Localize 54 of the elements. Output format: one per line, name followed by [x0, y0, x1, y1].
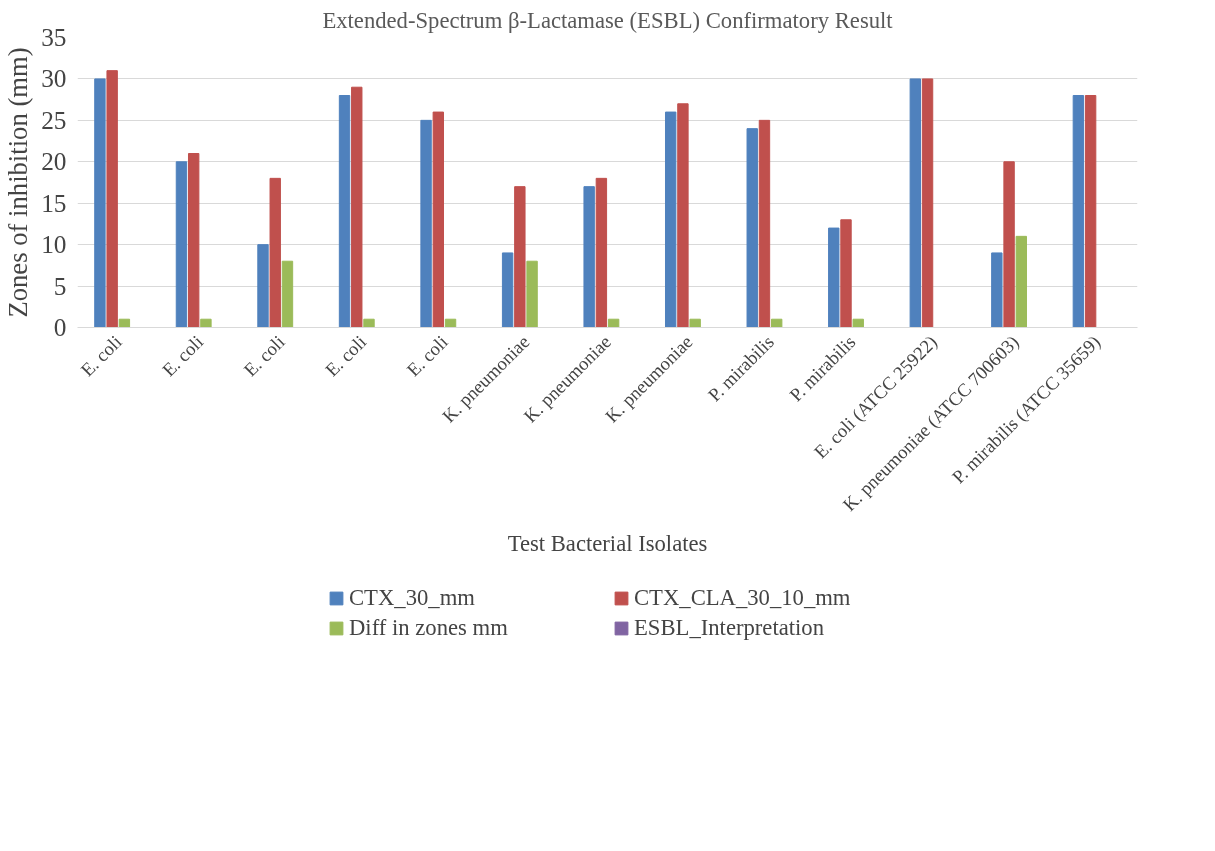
bar — [269, 177, 281, 328]
bar — [758, 119, 771, 328]
y-tick-label: 15 — [41, 188, 67, 217]
legend-label: Diff in zones mm — [349, 615, 509, 641]
bar — [338, 95, 351, 328]
bar — [175, 161, 188, 328]
x-tick-label: E. coli — [76, 331, 126, 381]
x-tick-label: E. coli — [239, 331, 289, 381]
bar — [770, 318, 783, 328]
y-tick-label: 20 — [41, 147, 67, 176]
bar — [583, 186, 595, 328]
y-tick-label: 35 — [41, 23, 67, 51]
bar — [200, 318, 212, 328]
bar — [1084, 95, 1097, 328]
y-tick-label: 0 — [53, 313, 67, 341]
legend-label: CTX_30_mm — [349, 585, 476, 611]
x-tick-label: E. coli — [321, 331, 371, 381]
bar — [257, 244, 269, 328]
bar — [420, 119, 432, 328]
bar — [746, 128, 758, 328]
bar — [351, 86, 363, 328]
bar — [1003, 161, 1015, 328]
bar — [991, 252, 1003, 328]
bar — [595, 177, 608, 328]
y-tick-label: 10 — [41, 230, 67, 259]
x-axis-title: Test Bacterial Isolates — [507, 530, 708, 556]
chart-title: Extended-Spectrum β-Lactamase (ESBL) Confirmatory Result — [322, 7, 894, 33]
bar — [526, 260, 538, 328]
bar — [677, 103, 689, 328]
bar — [664, 111, 677, 328]
bar — [514, 186, 526, 328]
legend-label: CTX_CLA_30_10_mm — [634, 585, 852, 611]
bar — [187, 153, 200, 328]
bar — [828, 227, 840, 328]
bar — [94, 78, 106, 328]
bar — [852, 318, 864, 328]
x-tick-label: E. coli — [402, 331, 452, 381]
bar — [106, 70, 118, 328]
bar — [501, 252, 514, 328]
y-tick-label: 30 — [41, 64, 67, 93]
y-tick-label: 25 — [41, 105, 67, 134]
bar — [281, 260, 294, 328]
bar — [1015, 235, 1028, 328]
y-tick-label: 5 — [53, 271, 67, 300]
legend-label: ESBL_Interpretation — [634, 615, 825, 641]
bar — [689, 318, 701, 328]
bar — [909, 78, 922, 328]
bar — [921, 78, 934, 328]
y-axis-title: Zones of inhibition (mm) — [3, 47, 34, 318]
x-tick-label: E. coli — [157, 331, 208, 381]
bar — [840, 219, 852, 328]
bar — [1072, 95, 1085, 328]
bar — [363, 318, 375, 328]
bar — [432, 111, 445, 328]
